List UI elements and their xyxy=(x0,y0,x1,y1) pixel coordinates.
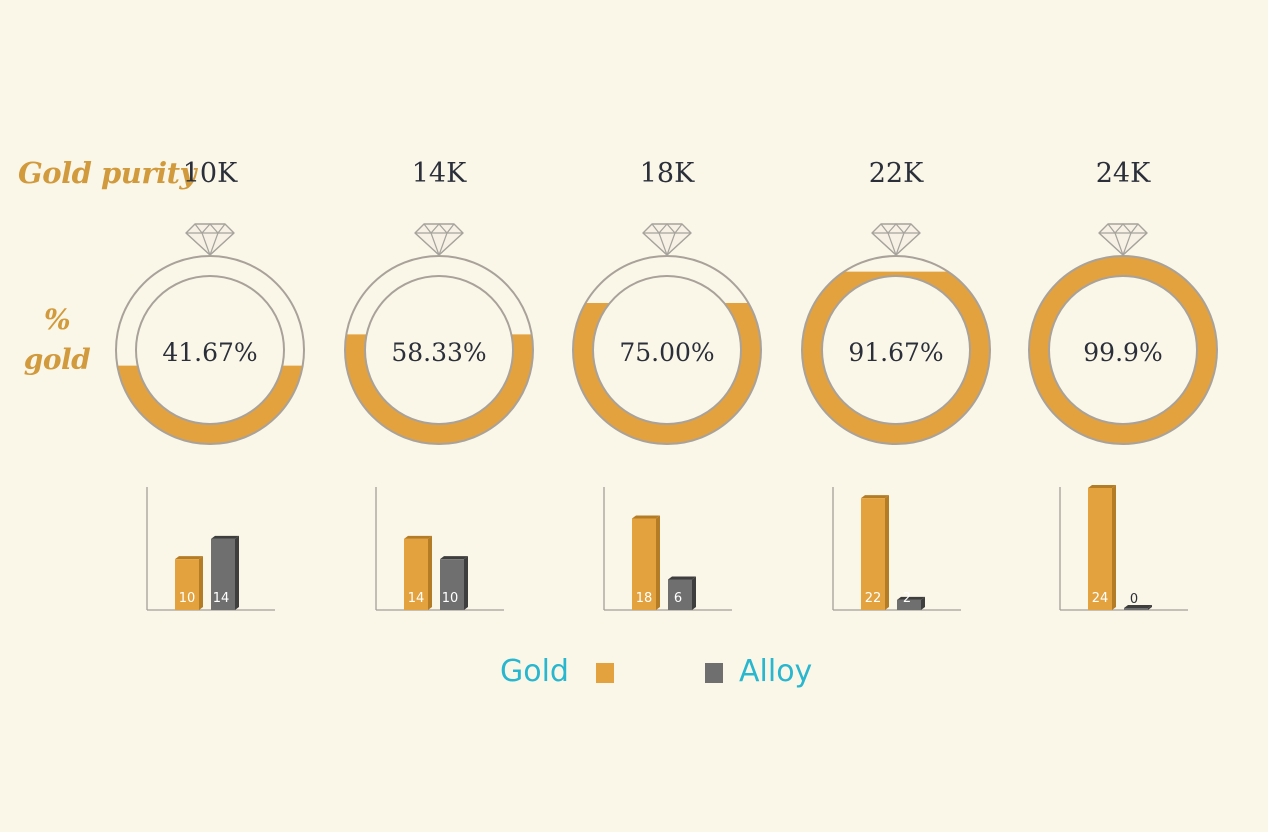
mini-bar-chart: 22 2 xyxy=(832,487,961,611)
gold-bar xyxy=(632,515,660,610)
mini-bar-chart: 14 10 xyxy=(375,487,504,611)
karat-title: 24K xyxy=(1095,158,1151,189)
gold-bar xyxy=(404,535,432,610)
ring xyxy=(344,223,534,445)
ring-inner-outline xyxy=(821,275,971,425)
diamond-icon xyxy=(871,223,921,257)
percent-gold-value: 91.67% xyxy=(848,338,944,367)
ring-layer xyxy=(115,223,1218,445)
alloy-bar xyxy=(897,596,925,610)
ring xyxy=(572,223,762,445)
ring-gold-fill xyxy=(802,271,990,444)
ring-inner-outline xyxy=(592,275,742,425)
mini-bar-chart: 24 0 xyxy=(1059,485,1188,611)
mini-bar-chart: 10 14 xyxy=(146,487,275,611)
gold-bar-label: 18 xyxy=(636,591,653,606)
legend-alloy-swatch xyxy=(705,663,723,683)
ring-gold-fill xyxy=(117,365,303,444)
bar-layer: 10 14 14 10 18 6 22 2 24 0 xyxy=(146,485,1188,611)
gold-bar-label: 14 xyxy=(408,591,425,606)
alloy-bar xyxy=(668,576,696,610)
ring xyxy=(801,223,991,445)
alloy-bar-label: 0 xyxy=(1130,592,1138,607)
percent-gold-label: % gold xyxy=(22,300,92,380)
mini-bar-chart: 18 6 xyxy=(603,487,732,611)
percent-gold-value: 41.67% xyxy=(162,338,258,367)
gold-bar-label: 24 xyxy=(1092,591,1109,606)
alloy-bar xyxy=(211,535,239,610)
legend-alloy-label: Alloy xyxy=(739,654,813,689)
karat-title: 10K xyxy=(182,158,238,189)
diamond-icon xyxy=(414,223,464,257)
percent-gold-value: 58.33% xyxy=(391,338,487,367)
gold-bar xyxy=(175,556,203,610)
ring-gold-fill xyxy=(1029,256,1217,444)
percent-gold-value: 75.00% xyxy=(619,338,715,367)
ring xyxy=(115,223,305,445)
diamond-icon xyxy=(185,223,235,257)
ring-gold-fill xyxy=(573,303,761,444)
gold-bar xyxy=(1088,485,1116,610)
karat-title: 18K xyxy=(639,158,695,189)
gold-bar xyxy=(861,495,889,610)
ring-inner-outline xyxy=(1048,275,1198,425)
gold-bar-label: 10 xyxy=(179,591,196,606)
alloy-bar-label: 6 xyxy=(674,591,682,606)
karat-title: 22K xyxy=(868,158,924,189)
alloy-bar-label: 14 xyxy=(213,591,230,606)
legend-gold-label: Gold xyxy=(500,654,569,689)
alloy-bar xyxy=(440,556,468,610)
legend-gold-swatch xyxy=(596,663,614,683)
ring-gold-fill xyxy=(345,334,533,444)
percent-gold-value: 99.9% xyxy=(1083,338,1163,367)
ring-inner-outline xyxy=(135,275,285,425)
gold-bar-label: 22 xyxy=(865,591,882,606)
karat-title: 14K xyxy=(411,158,467,189)
ring xyxy=(1028,223,1218,445)
diamond-icon xyxy=(642,223,692,257)
alloy-bar xyxy=(1124,605,1152,610)
percent-sign-label: % xyxy=(43,303,71,336)
diamond-icon xyxy=(1098,223,1148,257)
alloy-bar-label: 10 xyxy=(442,591,459,606)
alloy-bar-label: 2 xyxy=(903,591,911,606)
gold-purity-label: Gold purity xyxy=(18,156,196,190)
gold-word-label: gold xyxy=(23,343,91,376)
ring-inner-outline xyxy=(364,275,514,425)
